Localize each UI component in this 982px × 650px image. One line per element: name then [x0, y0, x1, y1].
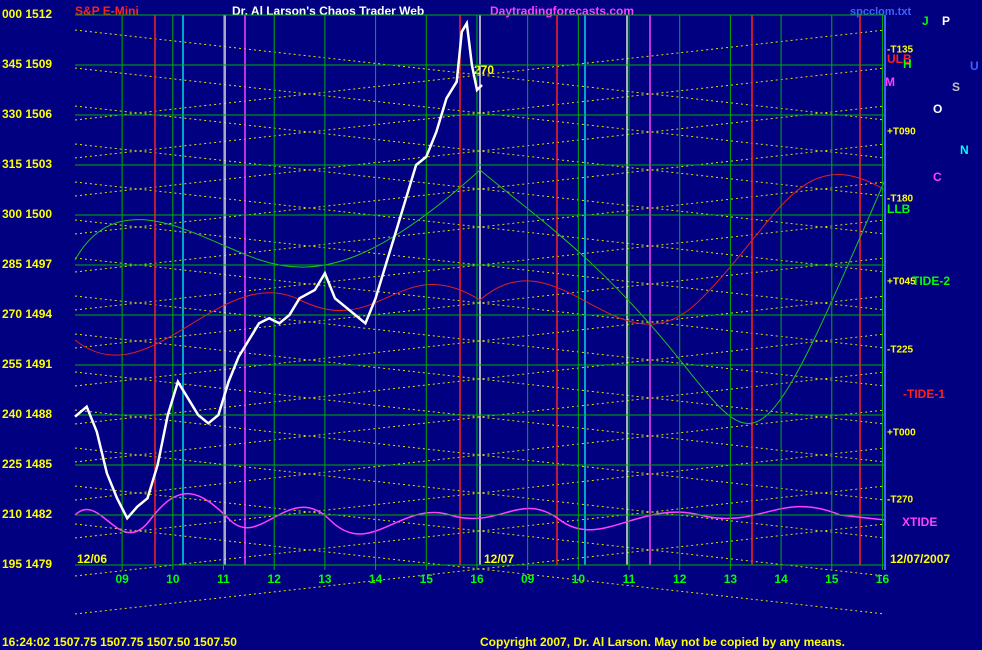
x-tick-label: 16 [470, 572, 484, 586]
planet: U [970, 59, 979, 73]
y-tick-label: 255 1491 [2, 357, 52, 371]
market: S&P E-Mini [75, 4, 139, 18]
file: spcclom.txt [850, 6, 911, 18]
x-tick-label: 15 [420, 572, 434, 586]
lattice-line [74, 409, 886, 501]
x-tick-label: 14 [369, 572, 383, 586]
x-tick-label: 14 [774, 572, 788, 586]
y-tick-label: 330 1506 [2, 107, 52, 121]
lattice-line [74, 257, 886, 349]
lattice-line [74, 295, 886, 387]
copyright: Copyright 2007, Dr. Al Larson. May not b… [480, 635, 845, 649]
level-label: XTIDE [902, 515, 937, 529]
lattice-line [74, 485, 886, 577]
y-tick-label: 300 1500 [2, 207, 52, 221]
decoration [74, 15, 886, 615]
y-tick-label: 315 1503 [2, 157, 52, 171]
date: 12/07/2007 [890, 552, 950, 566]
site: Daytradingforecasts.com [490, 4, 634, 18]
level-label: TIDE-2 [912, 274, 950, 288]
x-tick-label: 13 [318, 572, 332, 586]
lattice-line [74, 219, 886, 311]
lattice-line [74, 29, 886, 121]
lattice-line [74, 181, 886, 273]
lattice-line [74, 105, 886, 197]
lattice-line [74, 257, 886, 349]
lattice-line [74, 371, 886, 463]
x-tick-label: 09 [521, 572, 535, 586]
lattice-line [74, 143, 886, 235]
lattice-line [74, 143, 886, 235]
x-tick-label: 11 [623, 572, 636, 586]
lattice-line [74, 523, 886, 615]
date: 12/07 [484, 552, 514, 566]
y-tick-label: 225 1485 [2, 457, 52, 471]
x-tick-label: 11 [217, 572, 230, 586]
level-label: +T000 [887, 428, 916, 439]
level-label: -T270 [887, 495, 914, 506]
level-label: ULB [887, 52, 912, 66]
lattice-line [74, 67, 886, 159]
date: 12/06 [77, 552, 107, 566]
lattice-line [74, 485, 886, 577]
x-tick-label: 10 [166, 572, 180, 586]
x-tick-label: 12 [268, 572, 282, 586]
lattice-line [74, 333, 886, 425]
y-tick-label: 000 1512 [2, 7, 52, 21]
status: 16:24:02 1507.75 1507.75 1507.50 1507.50 [2, 635, 237, 649]
level-label: -T135 [887, 45, 914, 56]
planet: P [942, 14, 950, 28]
x-tick-label: 12 [673, 572, 687, 586]
x-tick-label: 13 [724, 572, 738, 586]
lattice-line [74, 371, 886, 463]
level-label: -T180 [887, 194, 914, 205]
planet: S [952, 80, 960, 94]
y-tick-label: 285 1497 [2, 257, 52, 271]
level-label: -TIDE-1 [903, 387, 945, 401]
x-tick-label: 15 [825, 572, 839, 586]
lattice-line [74, 333, 886, 425]
band-curve [74, 174, 886, 356]
level-label: +T090 [887, 127, 916, 138]
planet: C [933, 170, 942, 184]
level-label: +T045 [887, 277, 916, 288]
chart-title: Dr. Al Larson's Chaos Trader Web [232, 4, 424, 18]
y-tick-label: 195 1479 [2, 557, 52, 571]
lattice-line [74, 105, 886, 197]
lattice-line [74, 29, 886, 121]
lattice-line [74, 219, 886, 311]
lattice-line [74, 409, 886, 501]
lattice-line [74, 67, 886, 159]
y-tick-label: 270 1494 [2, 307, 52, 321]
y-tick-label: 240 1488 [2, 407, 52, 421]
level-label: LLB [887, 202, 911, 216]
planet: O [933, 102, 942, 116]
band-curve [74, 169, 886, 424]
y-tick-label: 345 1509 [2, 57, 52, 71]
lattice-line [74, 447, 886, 539]
lattice-line [74, 295, 886, 387]
lattice-line [74, 447, 886, 539]
lattice-line [74, 523, 886, 615]
planet: N [960, 143, 969, 157]
x-tick-label: 09 [115, 572, 129, 586]
lattice-line [74, 181, 886, 273]
planet: M [885, 75, 895, 89]
price-line [74, 19, 483, 521]
x-tick-label: 10 [572, 572, 586, 586]
level-label: -T225 [887, 345, 914, 356]
x-tick-label: 16 [876, 572, 890, 586]
planet: J [922, 14, 929, 28]
y-tick-label: 210 1482 [2, 507, 52, 521]
level-label: 270 [474, 63, 494, 77]
planet: H [903, 57, 912, 71]
